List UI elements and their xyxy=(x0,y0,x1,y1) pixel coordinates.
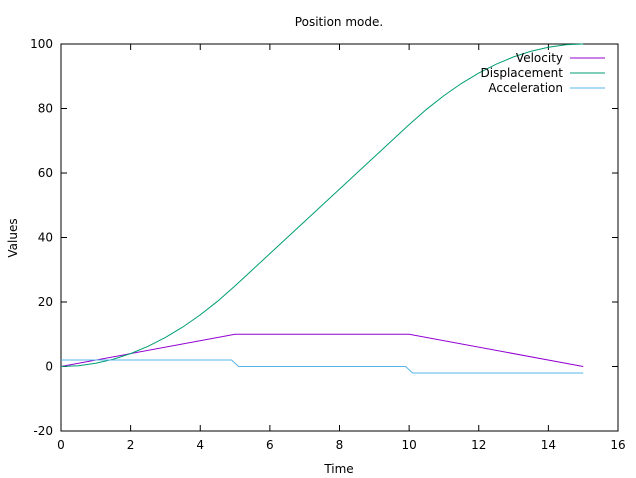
series-layer xyxy=(60,43,584,374)
displacement-series-line xyxy=(60,43,584,367)
velocity-series-line xyxy=(60,333,584,367)
y-tick-label: 80 xyxy=(38,102,53,116)
y-tick-label: 20 xyxy=(38,295,53,309)
x-tick-label: 12 xyxy=(471,438,486,452)
x-tick-label: 8 xyxy=(336,438,344,452)
axis-ticks: 0 2 4 6 8 10 12 14 16 -20 0 20 40 60 80 100 xyxy=(30,37,626,452)
y-tick-label: -20 xyxy=(33,424,53,438)
x-tick-label: 16 xyxy=(610,438,625,452)
y-axis-title: Values xyxy=(6,218,20,257)
acceleration-series-line xyxy=(61,359,584,374)
chart-title: Position mode. xyxy=(295,15,383,29)
x-tick-label: 4 xyxy=(196,438,204,452)
legend-label-acceleration: Acceleration xyxy=(488,81,563,95)
y-tick-label: 0 xyxy=(45,360,53,374)
x-tick-label: 2 xyxy=(127,438,135,452)
legend-label-displacement: Displacement xyxy=(481,66,564,80)
x-tick-label: 6 xyxy=(266,438,274,452)
y-tick-label: 100 xyxy=(30,37,53,51)
x-tick-label: 0 xyxy=(57,438,65,452)
y-tick-label: 40 xyxy=(38,231,53,245)
x-tick-label: 10 xyxy=(401,438,416,452)
y-tick-label: 60 xyxy=(38,166,53,180)
x-axis-title: Time xyxy=(323,462,353,476)
x-tick-label: 14 xyxy=(541,438,556,452)
legend-label-velocity: Velocity xyxy=(516,51,563,65)
